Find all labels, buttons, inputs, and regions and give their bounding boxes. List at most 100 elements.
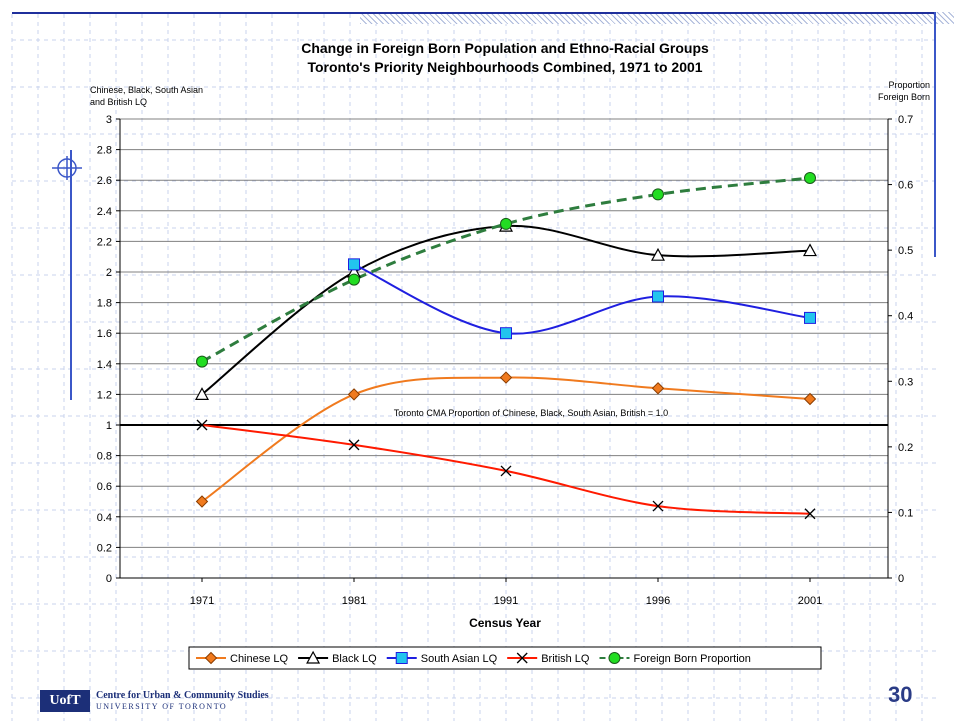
y-tick-right-label: 0.5 xyxy=(898,245,913,257)
y-tick-left-label: 2.2 xyxy=(97,236,112,248)
legend-marker-south-asian-lq xyxy=(395,652,408,664)
series-line-chinese-lq xyxy=(201,376,811,503)
y-tick-left-label: 1.8 xyxy=(97,298,112,310)
data-point-british-lq-stroke xyxy=(500,465,512,477)
y-tick-left-label: 1 xyxy=(106,420,112,432)
y-tick-left-label: 0 xyxy=(106,573,112,585)
chart-subtitle: Toronto's Priority Neighbourhoods Combin… xyxy=(307,59,702,75)
footer-university-name: UNIVERSITY OF TORONTO xyxy=(96,702,228,711)
data-point-chinese-lq xyxy=(803,392,817,406)
y-tick-left-label: 3 xyxy=(106,114,112,126)
data-point-black-lq xyxy=(194,387,210,400)
header-rule xyxy=(12,12,936,14)
data-point-chinese-lq xyxy=(651,382,665,395)
y-tick-right-label: 0.7 xyxy=(898,114,913,126)
legend-marker-foreign-born-proportion xyxy=(608,652,621,664)
x-axis-ticks: 1971 1981 1991 1996 2001 xyxy=(190,578,822,607)
x-tick-label: 1996 xyxy=(646,595,670,607)
legend-marker-chinese-lq xyxy=(204,651,218,665)
y-axis-left-title-line2: and British LQ xyxy=(90,97,147,107)
y-tick-left-label: 1.2 xyxy=(97,389,112,401)
series-line-british-lq xyxy=(201,424,811,515)
y-tick-left-label: 1.4 xyxy=(97,359,112,371)
y-tick-left-label: 0.4 xyxy=(97,512,112,524)
data-point-south-asian-lq xyxy=(348,258,360,271)
data-point-foreign-born-proportion xyxy=(348,273,360,286)
y-tick-left-label: 2.4 xyxy=(97,206,112,218)
y-tick-left-label: 2.8 xyxy=(97,145,112,157)
header-hatch-band xyxy=(360,12,954,24)
x-tick-label: 1971 xyxy=(190,595,214,607)
footer-centre-name: Centre for Urban & Community Studies xyxy=(96,690,269,701)
right-accent-rule xyxy=(934,12,936,257)
university-logo: UofT xyxy=(40,690,90,712)
left-accent-rule xyxy=(70,150,72,400)
y-axis-right-ticks: 0 0.1 0.2 0.3 0.4 0.5 0.6 0.7 xyxy=(888,114,913,585)
plot-axes xyxy=(119,119,889,579)
legend-label-foreign-born-proportion: Foreign Born Proportion xyxy=(633,653,750,665)
line-chart: Change in Foreign Born Population and Et… xyxy=(90,40,930,670)
legend-marker-british-lq xyxy=(516,652,528,664)
data-point-chinese-lq xyxy=(499,371,513,384)
y-axis-left-title-line1: Chinese, Black, South Asian xyxy=(90,85,203,95)
x-axis-title: Census Year xyxy=(469,616,541,630)
legend-label-south-asian-lq: South Asian LQ xyxy=(421,653,498,665)
y-tick-right-label: 0 xyxy=(898,573,904,585)
data-point-chinese-lq xyxy=(195,495,209,508)
y-tick-right-label: 0.1 xyxy=(898,507,913,519)
footer-branding: UofT Centre for Urban & Community Studie… xyxy=(40,688,269,714)
crosshair-icon xyxy=(52,156,82,180)
data-point-british-lq xyxy=(652,500,664,512)
y-axis-right-title-line2: Foreign Born xyxy=(878,92,930,102)
university-logo-text: UofT xyxy=(49,693,81,708)
data-point-foreign-born-proportion xyxy=(500,217,512,230)
data-point-foreign-born-proportion xyxy=(652,188,664,201)
data-point-black-lq xyxy=(650,247,666,261)
y-axis-left-ticks: 0 0.2 0.4 0.6 0.8 1 1.2 1.4 1.6 1.8 2 2.2 2.4 2.6 2.8 3 xyxy=(97,114,120,585)
y-tick-left-label: 2 xyxy=(106,267,112,279)
data-point-british-lq xyxy=(348,439,360,451)
data-point-british-lq xyxy=(196,419,208,431)
y-tick-left-label: 0.2 xyxy=(97,542,112,554)
data-point-foreign-born-proportion xyxy=(196,355,208,368)
chart-legend: Chinese LQ Black LQ South Asian LQ British … xyxy=(188,646,822,670)
y-tick-left-label: 2.6 xyxy=(97,175,112,187)
chart-title: Change in Foreign Born Population and Et… xyxy=(301,40,709,56)
y-tick-left-label: 1.6 xyxy=(97,328,112,340)
plot-gridlines xyxy=(120,118,888,579)
x-tick-label: 1981 xyxy=(342,595,366,607)
data-point-british-lq-stroke xyxy=(652,500,664,512)
data-point-british-lq-stroke xyxy=(348,439,360,451)
legend-box xyxy=(188,646,822,670)
reference-line-group: Toronto CMA Proportion of Chinese, Black… xyxy=(120,408,888,426)
data-point-south-asian-lq xyxy=(652,290,664,303)
data-point-british-lq-stroke xyxy=(804,508,816,520)
slide-number: 30 xyxy=(888,682,913,707)
data-point-south-asian-lq xyxy=(804,311,816,324)
data-point-chinese-lq xyxy=(347,388,361,401)
y-axis-right-title-line1: Proportion xyxy=(888,80,930,90)
legend-label-black-lq: Black LQ xyxy=(332,653,377,665)
legend-label-chinese-lq: Chinese LQ xyxy=(230,653,289,665)
series-line-south-asian-lq xyxy=(353,263,811,335)
y-tick-right-label: 0.4 xyxy=(898,311,913,323)
data-point-british-lq xyxy=(500,465,512,477)
data-point-british-lq xyxy=(804,508,816,520)
y-tick-left-label: 0.8 xyxy=(97,451,112,463)
y-tick-right-label: 0.6 xyxy=(898,180,913,192)
y-axis-left-title: Chinese, Black, South Asian and British … xyxy=(90,85,203,107)
y-tick-right-label: 0.2 xyxy=(898,442,913,454)
data-point-south-asian-lq xyxy=(500,327,512,340)
legend-marker-british-lq-stroke xyxy=(516,652,528,664)
data-point-british-lq-stroke xyxy=(196,419,208,431)
data-point-foreign-born-proportion xyxy=(804,172,816,185)
x-tick-label: 2001 xyxy=(798,595,822,607)
y-tick-left-label: 0.6 xyxy=(97,481,112,493)
x-tick-label: 1991 xyxy=(494,595,518,607)
data-point-black-lq xyxy=(802,243,818,257)
y-tick-right-label: 0.3 xyxy=(898,376,913,388)
legend-label-british-lq: British LQ xyxy=(541,653,590,665)
series-markers xyxy=(194,172,818,520)
